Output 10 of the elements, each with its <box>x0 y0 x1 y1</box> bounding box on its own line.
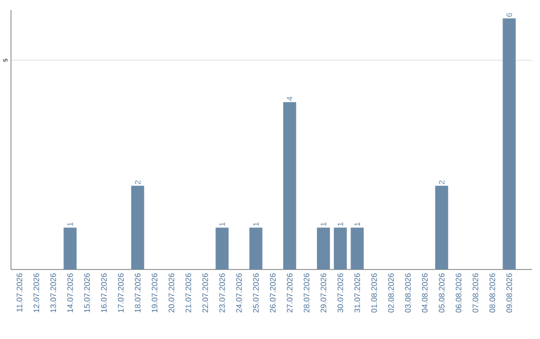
bar <box>64 227 77 270</box>
bar <box>316 227 330 270</box>
bar <box>435 186 448 270</box>
bar <box>216 227 229 270</box>
bar <box>334 227 347 270</box>
bar <box>283 102 296 270</box>
bar <box>131 186 144 270</box>
bar <box>502 18 516 270</box>
bar <box>249 227 262 270</box>
bar <box>350 227 364 270</box>
